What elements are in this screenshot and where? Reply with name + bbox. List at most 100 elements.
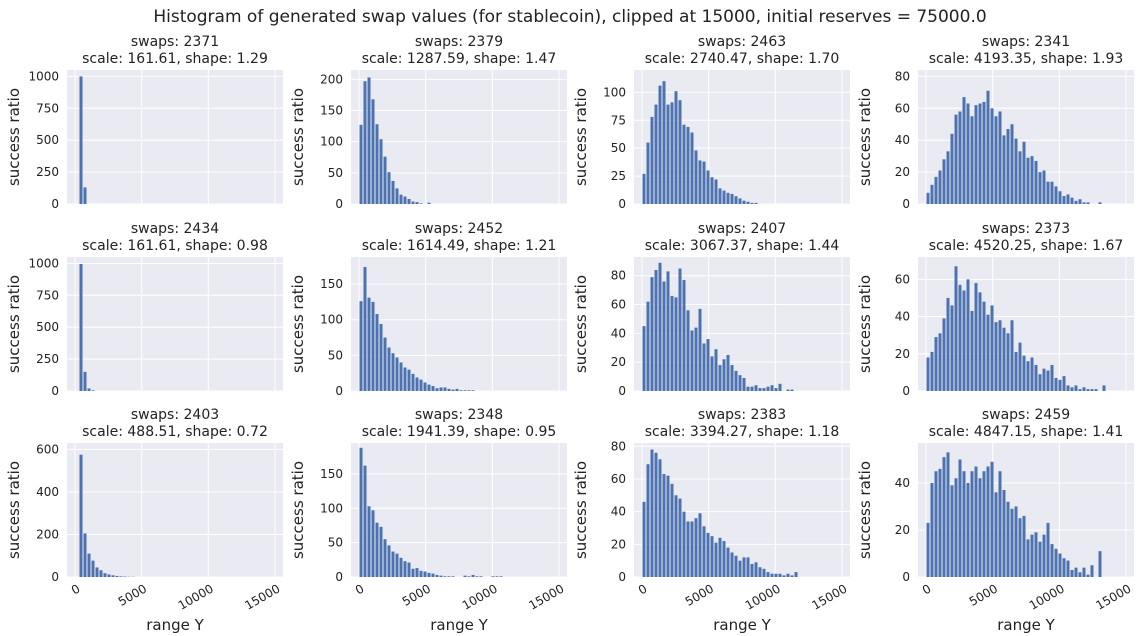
subplot-title: swaps: 2463 xyxy=(698,34,786,50)
histogram-bar xyxy=(966,103,970,204)
histogram-bar xyxy=(646,464,650,577)
x-axis-label: range Y xyxy=(430,616,488,634)
histogram-bar xyxy=(742,557,746,577)
histogram-bar xyxy=(1034,532,1038,577)
histogram-bar xyxy=(954,478,958,577)
histogram-bar xyxy=(738,375,742,391)
histogram-bar xyxy=(1050,544,1054,577)
histogram-bar xyxy=(79,76,83,204)
histogram-bar xyxy=(427,384,431,391)
histogram-bar xyxy=(1050,364,1054,391)
plot-area xyxy=(918,443,1134,577)
histogram-bar xyxy=(650,277,654,391)
histogram-bar xyxy=(415,568,419,577)
y-tick-label: 20 xyxy=(895,347,910,361)
histogram-bar xyxy=(451,389,455,391)
histogram-bar xyxy=(363,266,367,391)
subplot-title: swaps: 2371 xyxy=(131,34,219,50)
histogram-bar xyxy=(938,333,942,391)
histogram-bar xyxy=(754,385,758,391)
histogram-bar xyxy=(674,495,678,577)
histogram-bar xyxy=(83,533,87,577)
histogram-bar xyxy=(926,192,930,204)
plot-area xyxy=(634,443,850,577)
histogram-bar xyxy=(642,326,646,391)
y-tick-label: 20 xyxy=(611,537,626,551)
histogram-bar xyxy=(982,471,986,577)
histogram-bar xyxy=(946,297,950,391)
histogram-bar xyxy=(678,498,682,577)
histogram-bar xyxy=(1078,389,1082,391)
y-tick-label: 750 xyxy=(36,101,59,115)
histogram-bar xyxy=(766,572,770,577)
histogram-bar xyxy=(726,354,730,391)
y-tick-label: 500 xyxy=(36,133,59,147)
histogram-bar xyxy=(642,501,646,577)
histogram-bar xyxy=(682,511,686,577)
histogram-bar xyxy=(1094,389,1098,391)
histogram-bar xyxy=(443,387,447,391)
histogram-bar xyxy=(1054,377,1058,391)
y-tick-label: 1000 xyxy=(28,69,59,83)
y-tick-label: 40 xyxy=(611,505,626,519)
histogram-bar xyxy=(99,570,103,577)
subplot-title: scale: 4520.25, shape: 1.67 xyxy=(929,238,1124,254)
histogram-bar xyxy=(978,292,982,391)
histogram-bar xyxy=(694,327,698,391)
histogram-bar xyxy=(702,161,706,204)
plot-area xyxy=(351,70,567,204)
histogram-bar xyxy=(1062,196,1066,204)
histogram-bar xyxy=(762,388,766,391)
histogram-bar xyxy=(359,124,363,204)
histogram-bar xyxy=(499,576,503,577)
histogram-bar xyxy=(1030,534,1034,577)
histogram-bar xyxy=(678,100,682,204)
histogram-bar xyxy=(419,203,423,204)
histogram-bar xyxy=(1086,574,1090,577)
histogram-bar xyxy=(790,389,794,391)
histogram-bar xyxy=(662,281,666,391)
histogram-bar xyxy=(375,124,379,204)
plot-area xyxy=(67,70,283,204)
histogram-bar xyxy=(742,378,746,391)
histogram-bar xyxy=(654,269,658,391)
y-tick-label: 600 xyxy=(36,442,59,456)
y-tick-label: 0 xyxy=(51,384,59,398)
histogram-bar xyxy=(734,196,738,204)
histogram-bar xyxy=(706,170,710,204)
y-tick-label: 500 xyxy=(36,320,59,334)
histogram-bar xyxy=(750,386,754,391)
histogram-bar xyxy=(1066,194,1070,204)
histogram-bar xyxy=(962,290,966,391)
histogram-bar xyxy=(91,560,95,577)
y-axis-label: success ratio xyxy=(856,461,874,559)
subplot-title: scale: 1287.59, shape: 1.47 xyxy=(362,51,557,67)
histogram-bar xyxy=(786,573,790,577)
y-tick-label: 100 xyxy=(320,135,343,149)
histogram-bar xyxy=(1050,181,1054,204)
subplot-title: swaps: 2403 xyxy=(131,407,219,423)
histogram-bar xyxy=(435,388,439,391)
histogram-bar xyxy=(674,297,678,391)
histogram-bar xyxy=(970,310,974,391)
histogram-bar xyxy=(650,449,654,577)
histogram-bar xyxy=(966,279,970,391)
histogram-bar xyxy=(439,575,443,577)
histogram-bar xyxy=(1070,569,1074,577)
histogram-bar xyxy=(1058,191,1062,204)
histogram-bar xyxy=(87,388,91,391)
plot-area xyxy=(351,257,567,391)
histogram-bar xyxy=(666,104,670,204)
histogram-bar xyxy=(119,576,123,577)
histogram-bar xyxy=(958,459,962,577)
histogram-bar xyxy=(778,573,782,577)
histogram-bar xyxy=(1030,357,1034,391)
histogram-bar xyxy=(1074,567,1078,577)
histogram-bar xyxy=(411,373,415,391)
subplot-title: scale: 488.51, shape: 0.72 xyxy=(82,424,268,440)
histogram-bar xyxy=(1090,389,1094,391)
histogram-bar xyxy=(994,492,998,577)
y-axis-label: success ratio xyxy=(856,88,874,186)
